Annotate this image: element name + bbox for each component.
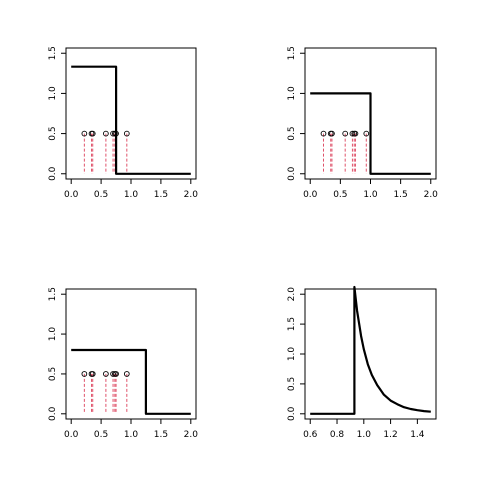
x-tick-label: 0.5: [94, 190, 108, 200]
data-point: [349, 130, 356, 137]
x-tick-label: 1.5: [154, 430, 168, 440]
panel-bottom-left: 0.0 0.5 1.0 1.5 2.0 0.0 0.5 1.0 1.5: [48, 287, 198, 440]
y-tick-label: 0.0: [287, 406, 297, 421]
y-tick-label: 2.0: [287, 287, 297, 302]
data-point: [103, 130, 109, 137]
x-tick-label: 1.0: [124, 190, 139, 200]
y-tick-label: 0.5: [287, 126, 297, 140]
plot-frame: [304, 288, 437, 420]
x-tick-label: 2.0: [184, 430, 199, 440]
x-tick-label: 1.2: [383, 430, 397, 440]
panel-top-right: 0.0 0.5 1.0 1.5 2.0 0.0 0.5 1.0 1.5: [287, 46, 438, 200]
data-point: [110, 371, 116, 377]
data-point: [352, 130, 359, 137]
x-tick-label: 0.0: [64, 430, 79, 440]
y-tick-label: 1.0: [287, 347, 297, 362]
data-point: [363, 130, 370, 137]
x-tick-label: 0.0: [64, 190, 79, 200]
x-tick-label: 0.5: [94, 430, 108, 440]
y-tick-label: 1.0: [48, 327, 58, 342]
data-point: [342, 130, 349, 137]
panel-top-left: 0.0 0.5 1.0 1.5 2.0 0.0 0.5 1.0 1.5: [48, 46, 198, 200]
data-point: [123, 371, 130, 377]
y-tick-label: 1.5: [48, 287, 58, 301]
x-tick-label: 1.0: [124, 430, 139, 440]
data-point: [123, 130, 130, 137]
density-line: [310, 92, 431, 175]
data-point: [89, 371, 96, 377]
y-tick-label: 0.5: [48, 126, 58, 140]
x-tick-label: 1.5: [154, 190, 168, 200]
x-tick-label: 1.0: [357, 430, 372, 440]
plot-frame: [65, 288, 197, 420]
x-tick-label: 0.6: [303, 430, 318, 440]
x-tick-label: 0.0: [303, 190, 318, 200]
data-point: [113, 371, 119, 377]
y-tick-label: 0.0: [48, 406, 58, 421]
density-line: [71, 348, 191, 415]
data-point: [329, 130, 335, 137]
y-tick-label: 1.0: [287, 86, 297, 101]
y-tick-label: 1.5: [287, 46, 297, 60]
x-tick-label: 1.4: [410, 430, 425, 440]
data-point: [81, 371, 88, 377]
y-tick-label: 0.5: [48, 367, 58, 381]
density-line: [71, 65, 191, 175]
density-line: [310, 285, 431, 415]
y-tick-label: 1.5: [287, 317, 297, 331]
data-point: [103, 371, 109, 377]
panel-bottom-right: 0.6 0.8 1.0 1.2 1.4 0.0 0.5 1.0 1.5 2.0: [287, 285, 437, 440]
x-tick-label: 0.5: [333, 190, 347, 200]
y-tick-label: 0.0: [48, 166, 58, 181]
data-point: [81, 130, 88, 137]
x-tick-label: 2.0: [424, 190, 439, 200]
y-tick-label: 1.5: [48, 46, 58, 60]
y-tick-label: 0.5: [287, 377, 297, 391]
y-tick-label: 1.0: [48, 86, 58, 101]
y-tick-label: 0.0: [287, 166, 297, 181]
data-point: [89, 130, 96, 137]
x-tick-label: 1.0: [363, 190, 378, 200]
x-tick-label: 1.5: [393, 190, 407, 200]
x-tick-label: 2.0: [184, 190, 199, 200]
data-point: [320, 130, 327, 137]
x-tick-label: 0.8: [330, 430, 345, 440]
